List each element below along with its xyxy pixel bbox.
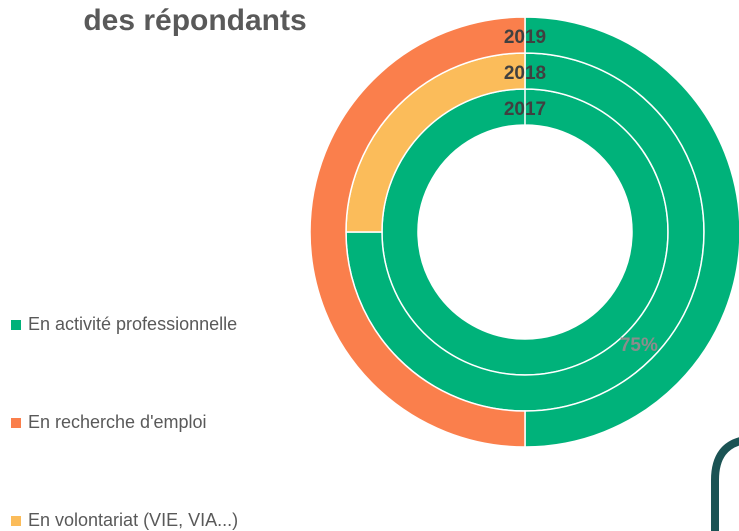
decoration [711,437,739,531]
legend-swatch [11,320,21,330]
chart-title: des répondants [83,4,306,37]
legend-label: En activité professionnelle [28,314,237,334]
data-label: 75% [620,335,658,356]
legend-swatch [11,418,21,428]
legend-swatch [11,516,21,526]
ring-segment [524,16,739,448]
ring-label: 2019 [504,27,546,48]
ring-segment [381,88,669,376]
ring-label: 2018 [504,63,546,84]
ring-segment [309,16,526,448]
legend-label: En recherche d'emploi [28,412,207,432]
ring-label: 2017 [504,99,546,120]
legend-label: En volontariat (VIE, VIA...) [28,510,238,530]
